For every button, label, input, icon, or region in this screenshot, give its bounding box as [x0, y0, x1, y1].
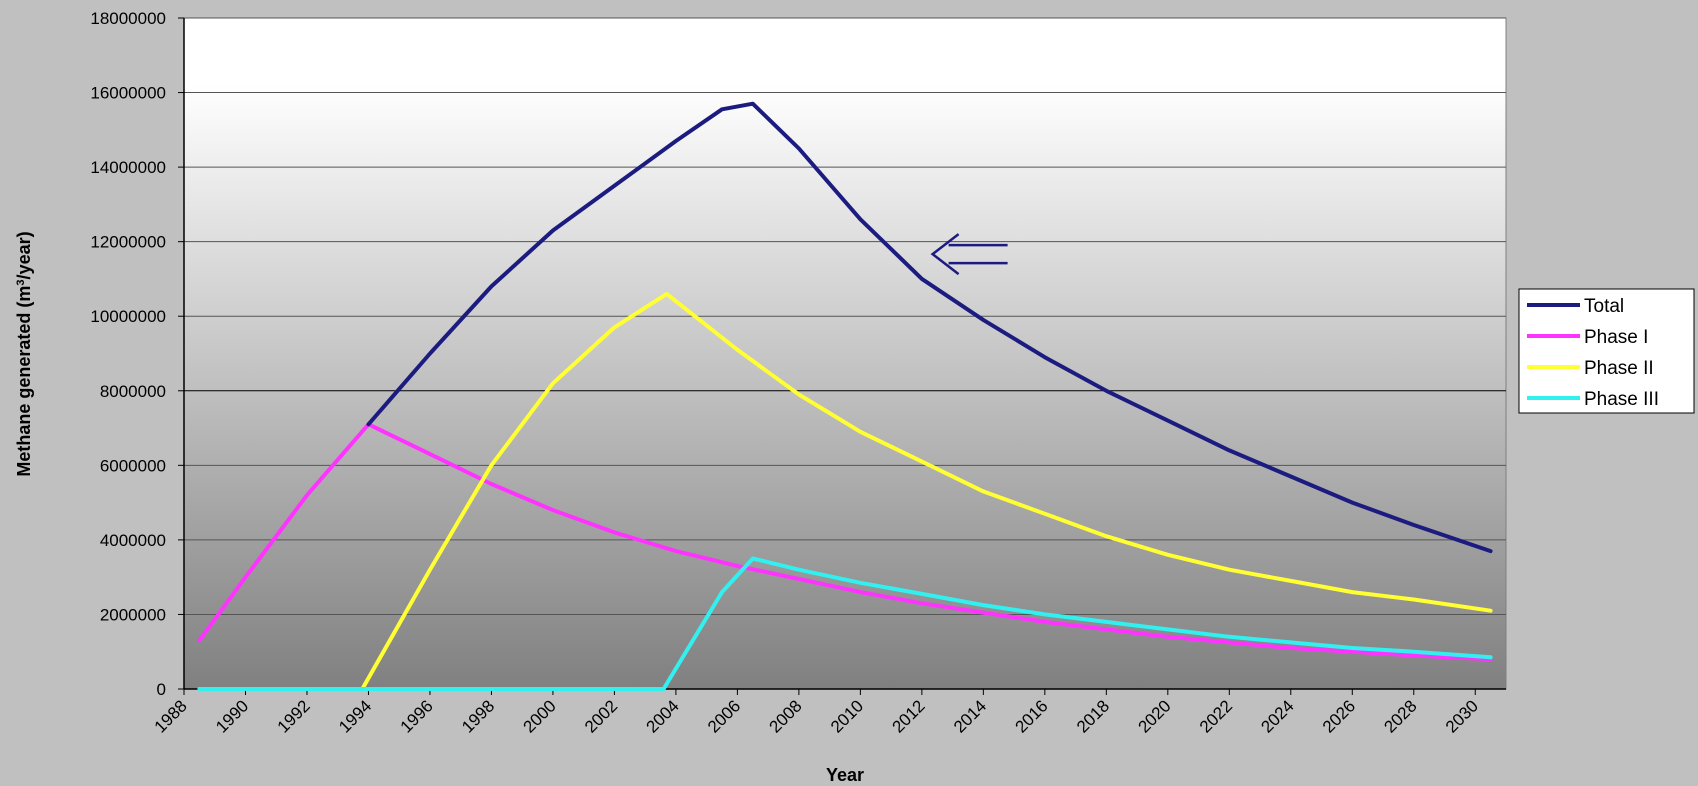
- y-tick-label: 6000000: [100, 456, 166, 475]
- x-tick-label: 2028: [1380, 696, 1420, 736]
- x-tick-label: 2002: [581, 696, 621, 736]
- x-axis-title: Year: [826, 765, 864, 785]
- y-axis-title: Methane generated (m3/year): [14, 231, 34, 476]
- y-axis-title-part2: /year): [14, 231, 34, 279]
- x-tick-label: 1996: [397, 696, 437, 736]
- y-tick-label: 18000000: [90, 9, 166, 28]
- legend: Total Phase I Phase II Phase III: [1518, 288, 1695, 414]
- x-tick-label: 2000: [520, 696, 560, 736]
- series-line-phase-i: [197, 422, 1493, 662]
- y-tick-labels: 0 2000000 4000000 6000000 8000000 10000000 120…: [90, 9, 166, 699]
- double-arrow-annotation: [930, 233, 1008, 276]
- legend-box: [1518, 288, 1695, 414]
- plot-area: [183, 17, 1507, 690]
- double-arrow-icon: [930, 233, 1008, 276]
- x-tick-label: 2010: [827, 696, 867, 736]
- x-tick-label: 2018: [1073, 696, 1113, 736]
- series-line-phase-ii: [197, 291, 1493, 691]
- legend-label: Phase II: [1584, 358, 1654, 379]
- y-axis-title-part1: Methane generated (m: [14, 286, 34, 477]
- x-tick-label: 2016: [1011, 696, 1051, 736]
- y-tick-label: 14000000: [90, 158, 166, 177]
- x-tick-label: 1988: [151, 696, 191, 736]
- y-tick-label: 4000000: [100, 531, 166, 550]
- y-tick-label: 12000000: [90, 233, 166, 252]
- x-tick-label: 2008: [766, 696, 806, 736]
- series-line-phase-iii: [197, 556, 1493, 691]
- legend-label: Total: [1584, 296, 1624, 317]
- legend-label: Phase III: [1584, 389, 1659, 410]
- y-tick-label: 2000000: [100, 605, 166, 624]
- x-tick-label: 2006: [704, 696, 744, 736]
- series-line-total: [366, 101, 1493, 554]
- series-lines: [197, 101, 1493, 691]
- x-tick-label: 2030: [1442, 696, 1482, 736]
- x-tick-label: 2022: [1196, 696, 1236, 736]
- x-tick-label: 1990: [212, 696, 252, 736]
- x-tick-label: 2020: [1134, 696, 1174, 736]
- y-axis-title-sup: 3: [15, 279, 27, 285]
- x-tick-labels: 1988 1990 1992 1994 1996 1998 2000 2002 2004 2006…: [151, 696, 1482, 736]
- y-tick-label: 8000000: [100, 382, 166, 401]
- y-tick-label: 0: [157, 680, 166, 699]
- legend-label: Phase I: [1584, 327, 1648, 348]
- x-tick-label: 2004: [643, 696, 683, 736]
- x-tick-label: 1994: [335, 696, 375, 736]
- x-tick-label: 2024: [1257, 696, 1297, 736]
- x-tick-label: 2026: [1319, 696, 1359, 736]
- x-tick-label: 1992: [274, 696, 314, 736]
- x-tick-label: 1998: [458, 696, 498, 736]
- x-tick-label: 2012: [889, 696, 929, 736]
- y-tick-label: 10000000: [90, 307, 166, 326]
- x-tick-label: 2014: [950, 696, 990, 736]
- y-tick-label: 16000000: [90, 84, 166, 103]
